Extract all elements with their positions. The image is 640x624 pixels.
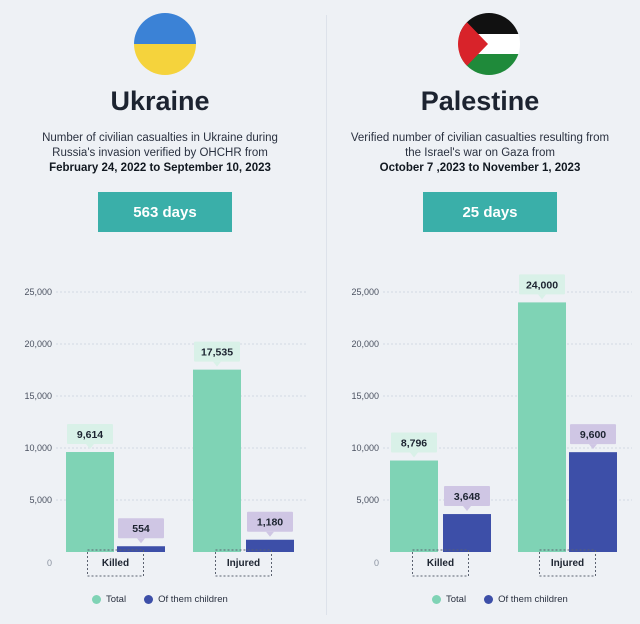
category-box bbox=[539, 549, 596, 577]
bar-children bbox=[246, 539, 294, 552]
bar-total bbox=[193, 369, 241, 552]
y-tick-label: 10,000 bbox=[24, 443, 52, 453]
legend-dot-total bbox=[432, 595, 441, 604]
category-box bbox=[215, 549, 272, 577]
data-label-box bbox=[247, 511, 293, 532]
bar-total bbox=[518, 302, 566, 552]
legend-dot-children bbox=[484, 595, 494, 604]
ukraine-panel: Ukraine Number of civilian casualties in… bbox=[0, 13, 320, 605]
category-label: Killed bbox=[102, 558, 129, 569]
data-label-pointer bbox=[86, 444, 94, 450]
panel-divider bbox=[326, 15, 327, 615]
panel-description: Number of civilian casualties in Ukraine… bbox=[0, 131, 320, 176]
chart-legend: Total Of them children bbox=[432, 594, 568, 605]
data-label: 9,614 bbox=[77, 429, 103, 441]
y-tick-label: 25,000 bbox=[351, 287, 379, 297]
data-label-pointer bbox=[589, 444, 597, 450]
y-tick-label-zero: 0 bbox=[47, 558, 52, 568]
data-label-box bbox=[444, 486, 490, 507]
data-label-box bbox=[391, 432, 437, 453]
days-badge: 563 days bbox=[98, 192, 232, 232]
y-tick-label: 10,000 bbox=[351, 443, 379, 453]
days-badge: 25 days bbox=[423, 192, 557, 232]
data-label-box bbox=[118, 518, 164, 539]
data-label: 1,180 bbox=[257, 517, 283, 529]
data-label: 8,796 bbox=[401, 438, 427, 450]
data-label-box bbox=[570, 424, 616, 445]
legend-label-children: Of them children bbox=[498, 594, 568, 605]
y-tick-label: 25,000 bbox=[24, 287, 52, 297]
data-label-pointer bbox=[266, 531, 274, 537]
legend-item-children: Of them children bbox=[484, 594, 568, 605]
legend-label-children: Of them children bbox=[158, 594, 228, 605]
data-label: 17,535 bbox=[201, 347, 233, 359]
legend-item-total: Total bbox=[432, 594, 466, 605]
data-label-box bbox=[519, 274, 565, 295]
category-label: Injured bbox=[551, 558, 584, 569]
panel-title: Palestine bbox=[420, 86, 540, 116]
panel-description: Verified number of civilian casualties r… bbox=[320, 131, 640, 176]
bar-total bbox=[390, 460, 438, 552]
data-label-pointer bbox=[137, 538, 145, 544]
category-label: Killed bbox=[427, 558, 454, 569]
legend-label-total: Total bbox=[106, 594, 127, 605]
data-label-pointer bbox=[213, 361, 221, 367]
data-label: 24,000 bbox=[526, 279, 558, 291]
data-label: 3,648 bbox=[454, 491, 480, 503]
palestine-chart: 5,000 10,000 15,000 20,000 25,000 0 8,796 3,648… bbox=[351, 274, 632, 577]
y-tick-label: 15,000 bbox=[351, 391, 379, 401]
ukraine-flag-icon bbox=[134, 13, 196, 75]
category-box bbox=[87, 549, 144, 577]
bar-children bbox=[443, 514, 491, 552]
bar-children bbox=[569, 452, 617, 552]
legend-dot-children bbox=[144, 595, 154, 604]
y-tick-label: 5,000 bbox=[356, 495, 379, 505]
data-label-pointer bbox=[538, 294, 546, 300]
data-label-box bbox=[67, 424, 113, 445]
legend-item-children: Of them children bbox=[144, 594, 228, 605]
y-tick-label-zero: 0 bbox=[374, 558, 379, 568]
y-tick-label: 15,000 bbox=[24, 391, 52, 401]
legend-item-total: Total bbox=[92, 594, 126, 605]
data-label-pointer bbox=[463, 506, 471, 512]
category-box bbox=[412, 549, 469, 577]
chart-legend: Total Of them children bbox=[92, 594, 228, 605]
bar-children bbox=[117, 546, 165, 552]
y-tick-label: 20,000 bbox=[24, 339, 52, 349]
category-label: Injured bbox=[227, 558, 260, 569]
date-range: February 24, 2022 to September 10, 2023 bbox=[49, 162, 271, 174]
palestine-panel: Palestine Verified number of civilian ca… bbox=[320, 0, 640, 624]
legend-dot-total bbox=[92, 595, 101, 604]
bar-total bbox=[66, 452, 114, 552]
data-label: 554 bbox=[132, 523, 150, 535]
y-tick-label: 5,000 bbox=[29, 495, 52, 505]
ukraine-chart: 5,000 10,000 15,000 20,000 25,000 0 9,614 554 Ki… bbox=[24, 287, 308, 577]
y-tick-label: 20,000 bbox=[351, 339, 379, 349]
description-text: Number of civilian casualties in Ukraine… bbox=[42, 132, 278, 159]
data-label-pointer bbox=[410, 452, 418, 458]
description-text: Verified number of civilian casualties r… bbox=[350, 132, 610, 159]
legend-label-total: Total bbox=[446, 594, 467, 605]
data-label: 9,600 bbox=[580, 429, 606, 441]
date-range: October 7 ,2023 to November 1, 2023 bbox=[379, 162, 581, 174]
palestine-flag-icon bbox=[458, 13, 520, 75]
panel-title: Ukraine bbox=[110, 86, 210, 116]
data-label-box bbox=[194, 341, 240, 362]
